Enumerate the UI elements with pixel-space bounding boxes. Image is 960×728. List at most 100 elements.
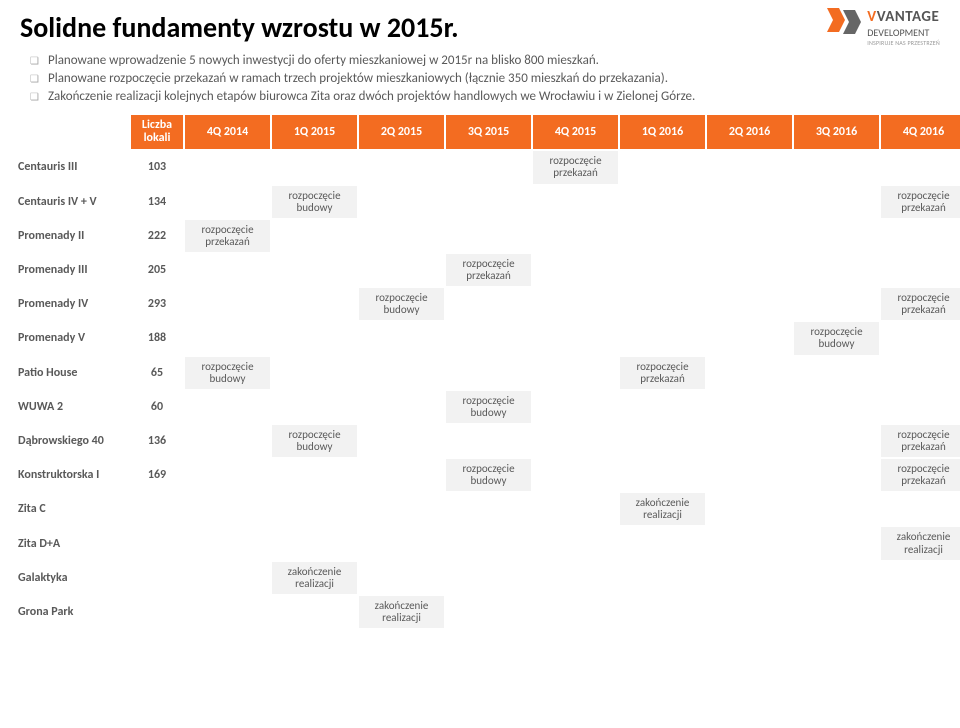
empty-cell bbox=[272, 322, 357, 354]
empty-cell bbox=[707, 527, 792, 559]
col-q: 2Q 2015 bbox=[359, 115, 444, 149]
table-row: Dąbrowskiego 40136rozpoczęciebudowyrozpo… bbox=[14, 425, 960, 457]
empty-cell bbox=[533, 493, 618, 525]
empty-cell bbox=[533, 391, 618, 423]
project-name: WUWA 2 bbox=[14, 391, 129, 423]
table-row: Centauris IV + V134rozpoczęciebudowyrozp… bbox=[14, 186, 960, 218]
event-cell: zakończenierealizacji bbox=[620, 493, 705, 525]
bullet-list: Planowane wprowadzenie 5 nowych inwestyc… bbox=[0, 45, 960, 113]
table-row: Zita Czakończenierealizacji bbox=[14, 493, 960, 525]
event-cell: rozpoczęciebudowy bbox=[185, 357, 270, 389]
empty-cell bbox=[446, 357, 531, 389]
empty-cell bbox=[185, 186, 270, 218]
empty-cell bbox=[185, 151, 270, 183]
empty-cell bbox=[185, 459, 270, 491]
empty-cell bbox=[359, 391, 444, 423]
empty-cell bbox=[881, 357, 960, 389]
project-count: 136 bbox=[131, 425, 183, 457]
empty-cell bbox=[794, 493, 879, 525]
empty-cell bbox=[707, 596, 792, 628]
empty-cell bbox=[707, 220, 792, 252]
col-q: 3Q 2016 bbox=[794, 115, 879, 149]
logo-mark-icon bbox=[827, 8, 861, 38]
empty-cell bbox=[533, 186, 618, 218]
col-q: 3Q 2015 bbox=[446, 115, 531, 149]
project-name: Patio House bbox=[14, 357, 129, 389]
empty-cell bbox=[533, 357, 618, 389]
empty-cell bbox=[185, 527, 270, 559]
col-q: 1Q 2016 bbox=[620, 115, 705, 149]
project-count: 103 bbox=[131, 151, 183, 183]
empty-cell bbox=[620, 391, 705, 423]
event-cell: zakończenierealizacji bbox=[359, 596, 444, 628]
project-name: Zita D+A bbox=[14, 527, 129, 559]
project-count bbox=[131, 596, 183, 628]
empty-cell bbox=[446, 220, 531, 252]
logo-sub: DEVELOPMENT bbox=[867, 26, 940, 39]
table-row: Promenady III205 rozpoczęcieprzekazań bbox=[14, 254, 960, 286]
project-count: 293 bbox=[131, 288, 183, 320]
empty-cell bbox=[533, 527, 618, 559]
empty-cell bbox=[185, 322, 270, 354]
empty-cell bbox=[620, 562, 705, 594]
empty-cell bbox=[881, 151, 960, 183]
empty-cell bbox=[794, 527, 879, 559]
project-name: Promenady III bbox=[14, 254, 129, 286]
project-count: 205 bbox=[131, 254, 183, 286]
empty-cell bbox=[272, 220, 357, 252]
table-row: Konstruktorska I169rozpoczęciebudowyrozp… bbox=[14, 459, 960, 491]
project-name: Konstruktorska I bbox=[14, 459, 129, 491]
table-row: Patio House65rozpoczęciebudowyrozpoczęci… bbox=[14, 357, 960, 389]
empty-cell bbox=[272, 459, 357, 491]
empty-cell bbox=[446, 288, 531, 320]
empty-cell bbox=[707, 151, 792, 183]
empty-cell bbox=[185, 596, 270, 628]
empty-cell bbox=[185, 391, 270, 423]
project-name: Promenady II bbox=[14, 220, 129, 252]
empty-cell bbox=[794, 186, 879, 218]
empty-cell bbox=[446, 527, 531, 559]
empty-cell bbox=[446, 596, 531, 628]
empty-cell bbox=[446, 425, 531, 457]
event-cell: rozpoczęcieprzekazań bbox=[185, 220, 270, 252]
event-cell: rozpoczęcieprzekazań bbox=[533, 151, 618, 183]
empty-cell bbox=[272, 391, 357, 423]
empty-cell bbox=[185, 493, 270, 525]
project-count: 169 bbox=[131, 459, 183, 491]
empty-cell bbox=[881, 391, 960, 423]
empty-cell bbox=[185, 254, 270, 286]
project-count: 60 bbox=[131, 391, 183, 423]
project-count: 222 bbox=[131, 220, 183, 252]
empty-cell bbox=[359, 527, 444, 559]
empty-cell bbox=[272, 493, 357, 525]
empty-cell bbox=[359, 425, 444, 457]
empty-cell bbox=[620, 186, 705, 218]
event-cell: rozpoczęcieprzekazań bbox=[620, 357, 705, 389]
empty-cell bbox=[272, 254, 357, 286]
empty-cell bbox=[185, 425, 270, 457]
logo-brand-name: VVANTAGE bbox=[867, 8, 940, 26]
project-name: Centauris IV + V bbox=[14, 186, 129, 218]
event-cell: rozpoczęciebudowy bbox=[272, 425, 357, 457]
empty-cell bbox=[533, 220, 618, 252]
event-cell: rozpoczęcieprzekazań bbox=[881, 459, 960, 491]
empty-cell bbox=[446, 562, 531, 594]
empty-cell bbox=[620, 459, 705, 491]
table-row: Promenady II222rozpoczęcieprzekazań bbox=[14, 220, 960, 252]
empty-cell bbox=[446, 186, 531, 218]
empty-cell bbox=[533, 254, 618, 286]
table-row: Promenady V188rozpoczęciebudowy bbox=[14, 322, 960, 354]
empty-cell bbox=[794, 220, 879, 252]
empty-cell bbox=[359, 493, 444, 525]
event-cell: rozpoczęciebudowy bbox=[794, 322, 879, 354]
event-cell: rozpoczęcieprzekazań bbox=[446, 254, 531, 286]
project-count bbox=[131, 562, 183, 594]
empty-cell bbox=[794, 357, 879, 389]
empty-cell bbox=[272, 151, 357, 183]
event-cell: rozpoczęcieprzekazań bbox=[881, 288, 960, 320]
empty-cell bbox=[446, 493, 531, 525]
empty-cell bbox=[359, 357, 444, 389]
empty-cell bbox=[881, 596, 960, 628]
project-name: Centauris III bbox=[14, 151, 129, 183]
empty-cell bbox=[707, 425, 792, 457]
